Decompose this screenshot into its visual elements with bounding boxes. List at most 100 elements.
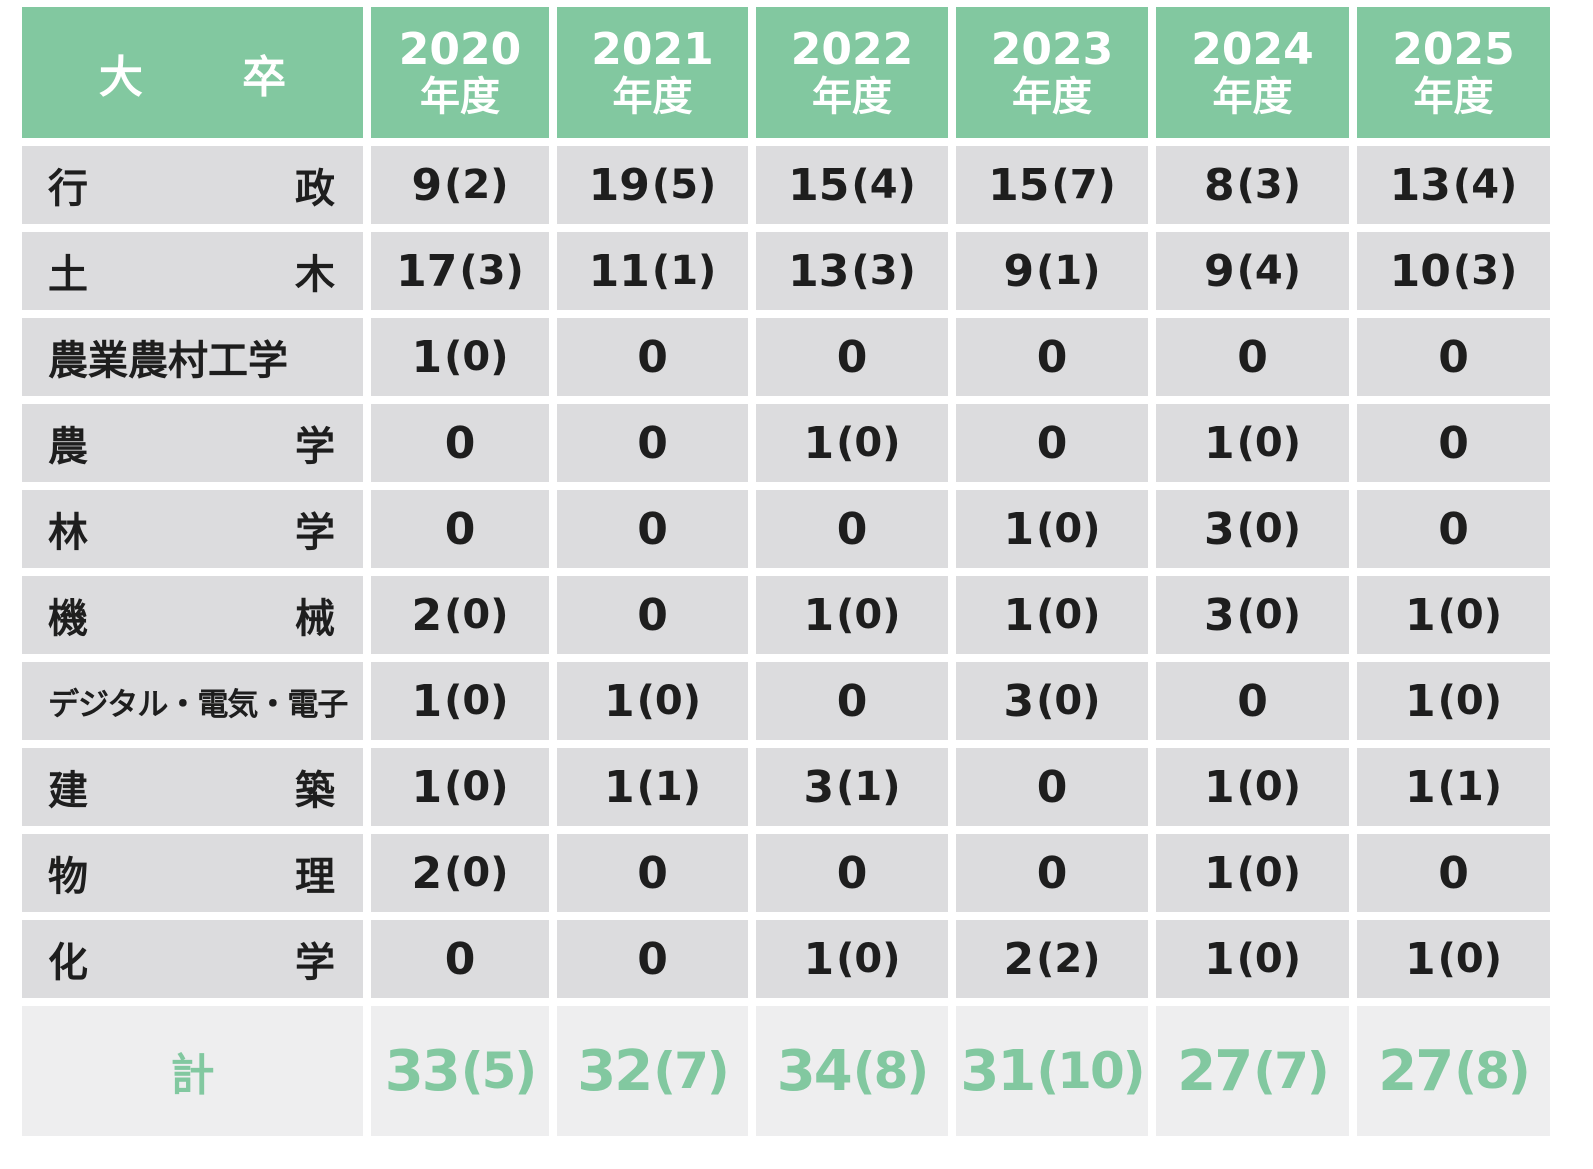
value-parenthetical: (0) [836, 420, 901, 466]
table-cell: 1 (0) [371, 318, 549, 396]
row-label-char: 行 [48, 166, 88, 212]
value-parenthetical: (1) [651, 248, 717, 294]
value-main: 1 [1404, 933, 1436, 985]
table-cell: 9 (2) [371, 146, 549, 224]
value-parenthetical: (0) [1236, 764, 1302, 810]
value-parenthetical: (1) [1437, 764, 1503, 810]
header-year-2024: 2024 年度 [1156, 7, 1349, 138]
table-cell: 0 [756, 662, 948, 740]
year-suffix: 年度 [1012, 73, 1092, 120]
value-main: 1 [1404, 675, 1436, 727]
value-main: 1 [1003, 503, 1035, 555]
value-main: 1 [803, 933, 835, 985]
table-cell: 3 (0) [1156, 490, 1349, 568]
value-parenthetical: (4) [1452, 162, 1518, 208]
table-cell: 0 [557, 834, 748, 912]
table-cell: 9 (1) [956, 232, 1148, 310]
value-main: 17 [396, 245, 458, 297]
value-main: 1 [1203, 847, 1235, 899]
value-parenthetical: (0) [1437, 592, 1503, 638]
table-cell: 0 [1156, 662, 1349, 740]
table-cell: 0 [1357, 490, 1550, 568]
row-label-char: 農 [48, 424, 88, 470]
table-cell: 15 (7) [956, 146, 1148, 224]
value-parenthetical: (5) [651, 162, 717, 208]
table-cell: 0 [756, 490, 948, 568]
table-cell: 0 [557, 490, 748, 568]
row-label: 物理 [22, 834, 363, 912]
value-parenthetical: (0) [1036, 592, 1101, 638]
value-parenthetical: (0) [1236, 850, 1302, 896]
value-main: 3 [1203, 503, 1235, 555]
table-cell: 0 [371, 490, 549, 568]
value-parenthetical: (3) [851, 248, 916, 294]
table-cell: 1 (0) [557, 662, 748, 740]
table-cell: 1 (0) [1156, 748, 1349, 826]
value-main: 1 [1203, 417, 1235, 469]
year-suffix: 年度 [1212, 73, 1293, 120]
value-main: 9 [1003, 245, 1035, 297]
year-number: 2022 [790, 24, 914, 76]
year-suffix: 年度 [420, 73, 500, 120]
table-cell: 1 (0) [1156, 920, 1349, 998]
table-cell: 0 [557, 576, 748, 654]
total-label: 計 [22, 1006, 363, 1136]
table-cell: 1 (0) [371, 662, 549, 740]
total-cell: 34 (8) [756, 1006, 948, 1136]
table-cell: 3 (0) [956, 662, 1148, 740]
value-main: 34 [776, 1038, 853, 1104]
total-cell: 33 (5) [371, 1006, 549, 1136]
row-label-char: 学 [295, 510, 335, 556]
value-parenthetical: (4) [851, 162, 916, 208]
value-main: 19 [588, 159, 650, 211]
year-number: 2025 [1392, 24, 1515, 76]
value-main: 3 [1203, 589, 1235, 641]
value-parenthetical: (3) [1452, 248, 1518, 294]
row-label: 農業農村工学 [22, 318, 363, 396]
table-cell: 1 (1) [557, 748, 748, 826]
row-label-char: 木 [295, 252, 335, 298]
header-year-2022: 2022 年度 [756, 7, 948, 138]
row-label-char: 物 [48, 854, 88, 900]
value-parenthetical: (0) [1437, 678, 1503, 724]
value-parenthetical: (0) [1236, 420, 1302, 466]
value-parenthetical: (1) [1036, 248, 1101, 294]
value-main: 1 [603, 761, 635, 813]
year-suffix: 年度 [612, 73, 693, 120]
value-main: 3 [1003, 675, 1035, 727]
row-label-char: 政 [295, 166, 335, 212]
value-parenthetical: (4) [1236, 248, 1302, 294]
row-label: 行政 [22, 146, 363, 224]
table-cell: 2 (2) [956, 920, 1148, 998]
row-label-char: 築 [295, 768, 335, 814]
table-cell: 19 (5) [557, 146, 748, 224]
value-main: 27 [1378, 1038, 1454, 1104]
header-corner: 大 卒 [22, 7, 363, 138]
row-label: 土木 [22, 232, 363, 310]
header-year-2025: 2025 年度 [1357, 7, 1550, 138]
value-parenthetical: (0) [444, 764, 509, 810]
value-parenthetical: (0) [1437, 936, 1503, 982]
value-main: 33 [384, 1038, 461, 1104]
value-main: 1 [1404, 589, 1436, 641]
header-year-2020: 2020 年度 [371, 7, 549, 138]
total-cell: 31 (10) [956, 1006, 1148, 1136]
value-main: 1 [603, 675, 635, 727]
table-cell: 1 (0) [1357, 662, 1550, 740]
value-main: 32 [577, 1038, 653, 1104]
value-parenthetical: (7) [1051, 162, 1116, 208]
row-label-char: 機 [48, 596, 88, 642]
table-cell: 0 [557, 920, 748, 998]
value-parenthetical: (5) [460, 1042, 537, 1100]
table-cell: 0 [557, 318, 748, 396]
value-main: 1 [411, 331, 443, 383]
total-cell: 32 (7) [557, 1006, 748, 1136]
row-label-char: 学 [295, 940, 335, 986]
total-cell: 27 (8) [1357, 1006, 1550, 1136]
table-cell: 2 (0) [371, 834, 549, 912]
table-cell: 0 [956, 834, 1148, 912]
value-main: 15 [988, 159, 1050, 211]
value-main: 13 [788, 245, 850, 297]
value-parenthetical: (0) [1236, 936, 1302, 982]
row-label: 化学 [22, 920, 363, 998]
